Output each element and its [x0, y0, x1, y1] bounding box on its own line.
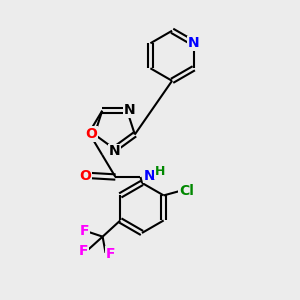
- Text: F: F: [80, 224, 89, 238]
- Text: F: F: [78, 244, 88, 258]
- Text: F: F: [106, 247, 115, 261]
- Text: Cl: Cl: [179, 184, 194, 198]
- Text: H: H: [154, 165, 165, 178]
- Text: N: N: [124, 103, 135, 117]
- Text: O: O: [85, 127, 97, 141]
- Text: N: N: [109, 145, 121, 158]
- Text: O: O: [79, 169, 91, 182]
- Text: N: N: [143, 169, 155, 182]
- Text: N: N: [188, 36, 200, 50]
